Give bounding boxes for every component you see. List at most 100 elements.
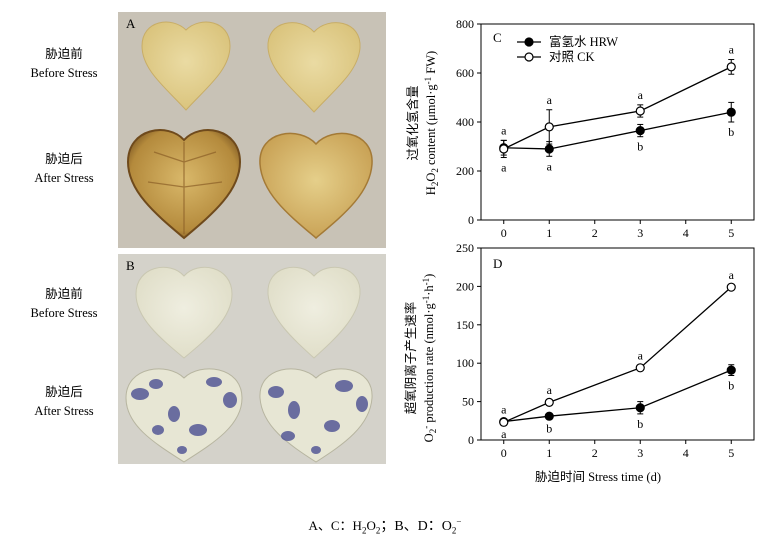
chart-d-ylabel-en: O2- production rate (nmol·g-1·h-1) [421, 274, 438, 443]
panel-b-after-label: 胁迫后 After Stress [8, 383, 120, 421]
chart-c-panel-letter: C [493, 30, 502, 45]
significance-letter: a [501, 123, 507, 137]
leaf-icon [135, 266, 233, 359]
data-point [635, 363, 645, 373]
chart-d-panel-letter: D [493, 256, 502, 271]
y-tick-label: 50 [462, 395, 474, 409]
label-en: After Stress [34, 171, 94, 185]
significance-letter: a [501, 427, 507, 441]
x-tick-label: 0 [501, 446, 507, 460]
y-tick-label: 200 [456, 279, 474, 293]
significance-letter: a [547, 383, 553, 397]
significance-letter: a [501, 402, 507, 416]
label-en: After Stress [34, 404, 94, 418]
x-tick-label: 3 [637, 226, 643, 240]
significance-letter: a [729, 268, 735, 282]
x-tick-label: 0 [501, 226, 507, 240]
series-line [503, 286, 732, 423]
caption-sub: 2 [451, 525, 457, 536]
plot-frame [480, 247, 755, 441]
data-point [635, 403, 645, 413]
x-tick-label: 5 [728, 446, 734, 460]
chart-c-ylabel-en: H2O2 content (μmol·g-1 FW) [423, 51, 440, 195]
y-tick-label: 100 [456, 356, 474, 370]
data-point [499, 417, 509, 427]
legend-marker [524, 37, 534, 47]
x-tick-label: 5 [728, 226, 734, 240]
series-line [503, 369, 732, 423]
significance-letter: a [638, 88, 644, 102]
y-tick-label: 0 [468, 433, 474, 447]
significance-letter: a [547, 93, 553, 107]
label-cn: 胁迫后 [45, 152, 83, 166]
y-tick-label: 150 [456, 318, 474, 332]
panel-a-photo: A [118, 12, 386, 248]
data-point [544, 397, 554, 407]
significance-letter: b [637, 140, 643, 154]
label-cn: 胁迫后 [45, 385, 83, 399]
data-point [635, 125, 645, 136]
label-en: Before Stress [30, 66, 98, 80]
panel-a-before-label: 胁迫前 Before Stress [8, 45, 120, 83]
caption-part: O [366, 518, 376, 533]
data-point [726, 62, 736, 72]
caption-sup: − [456, 516, 462, 527]
y-tick-label: 200 [456, 164, 474, 178]
chart-c: 过氧化氢含量 H2O2 content (μmol·g-1 FW) C 0 200… [405, 17, 755, 240]
label-cn: 胁迫前 [45, 47, 83, 61]
significance-letter: a [638, 349, 644, 363]
leaf-icon [125, 368, 243, 463]
panel-a-after-label: 胁迫后 After Stress [8, 150, 120, 188]
x-tick-label: 3 [637, 446, 643, 460]
panel-b-before-label: 胁迫前 Before Stress [8, 285, 120, 323]
series-line [503, 66, 732, 150]
leaf-vein-icon [147, 142, 223, 234]
leaf-icon [259, 132, 373, 239]
chart-c-ylabel-cn: 过氧化氢含量 [405, 85, 420, 160]
data-point [726, 365, 736, 375]
x-tick-label: 1 [546, 226, 552, 240]
data-point [544, 411, 554, 421]
y-tick-label: 400 [456, 115, 474, 129]
significance-letter: a [729, 43, 735, 57]
data-point [635, 106, 645, 116]
data-point [726, 107, 736, 117]
series-line [503, 111, 732, 150]
x-tick-label: 1 [546, 446, 552, 460]
panel-b-letter: B [126, 258, 135, 273]
caption-sub: 2 [361, 525, 367, 536]
y-tick-label: 250 [456, 241, 474, 255]
leaf-icon [267, 22, 361, 113]
chart-d-ylabel-cn: 超氧阴离子产生速率 [403, 302, 418, 415]
label-cn: 胁迫前 [45, 287, 83, 301]
caption-part: A、C：H [308, 518, 362, 533]
leaf-icon [267, 266, 361, 359]
significance-letter: b [728, 378, 734, 392]
chart-d: 超氧阴离子产生速率 O2- production rate (nmol·g-1·… [403, 241, 755, 484]
legend-entry: 对照 CK [549, 50, 595, 64]
significance-letter: b [546, 421, 552, 435]
figure-caption: A、C：H2O2；B、D：O2− [0, 515, 770, 536]
caption-sub: 2 [375, 525, 381, 536]
chart-d-xlabel: 胁迫时间 Stress time (d) [535, 469, 661, 484]
legend-marker [524, 52, 534, 62]
x-tick-label: 4 [683, 446, 689, 460]
data-point [544, 122, 554, 132]
significance-letter: a [547, 159, 553, 173]
label-en: Before Stress [30, 306, 98, 320]
data-point [499, 144, 509, 154]
caption-part: ；B、D：O [380, 519, 452, 534]
significance-letter: b [637, 417, 643, 431]
significance-letter: a [501, 161, 507, 175]
data-point [544, 144, 554, 154]
y-tick-label: 0 [468, 213, 474, 227]
y-tick-label: 800 [456, 17, 474, 31]
x-tick-label: 2 [592, 446, 598, 460]
significance-letter: b [728, 125, 734, 139]
x-tick-label: 4 [683, 226, 689, 240]
leaf-icon [141, 21, 231, 111]
y-tick-label: 600 [456, 66, 474, 80]
data-point [726, 282, 736, 292]
panel-a-letter: A [126, 16, 136, 31]
panel-b-photo: B [118, 254, 386, 464]
